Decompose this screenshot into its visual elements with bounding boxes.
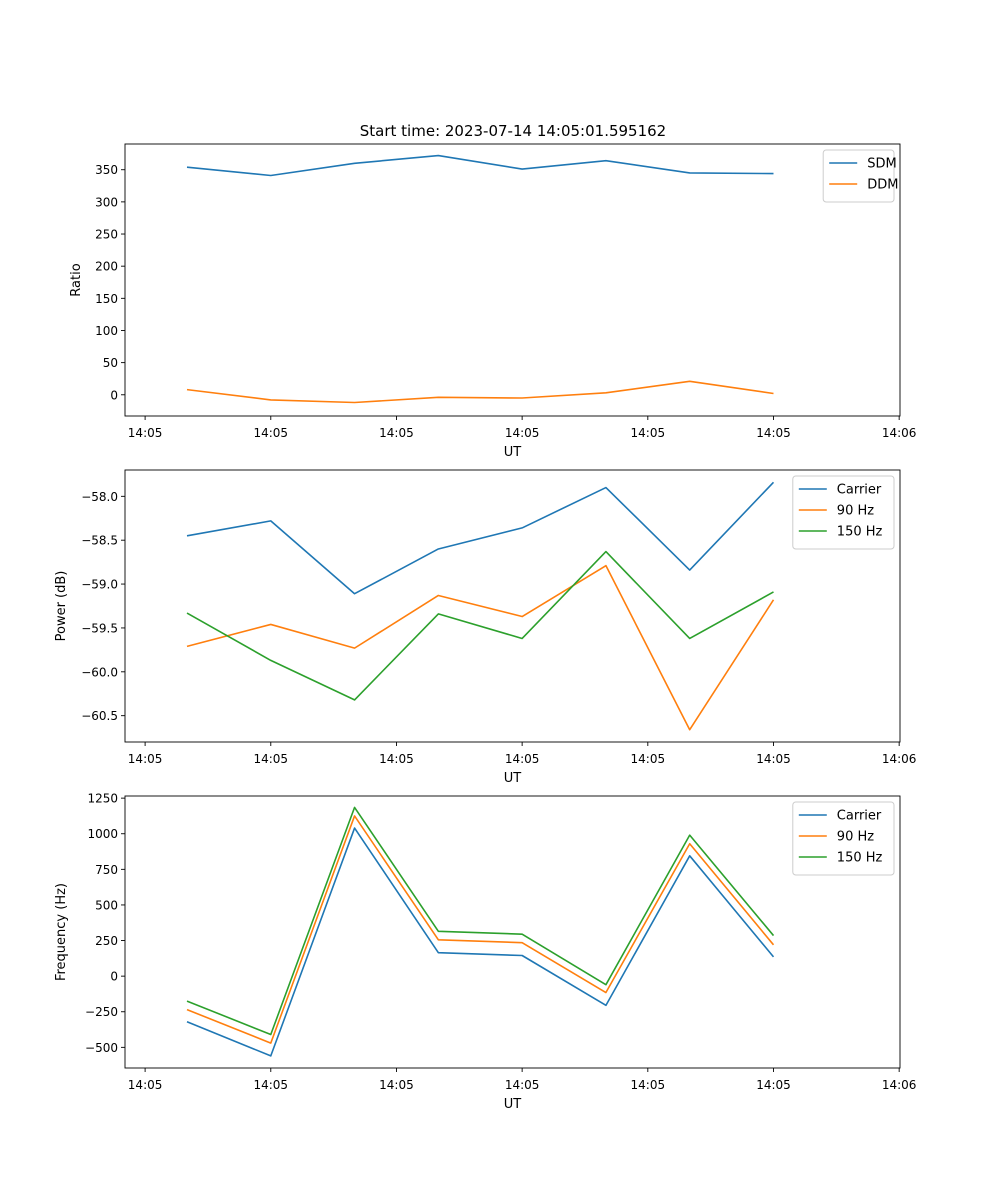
power-y-tick-label: −58.0 (81, 490, 118, 504)
ratio-series-line-sdm (186, 154, 774, 177)
power-axes-frame (124, 469, 901, 743)
ratio-legend-label: DDM (867, 178, 898, 193)
power-y-tick-label: −59.0 (81, 578, 118, 592)
power-y-tick-label: −60.0 (81, 665, 118, 679)
power-x-tick-label: 14:05 (128, 752, 163, 766)
frequency-y-tick-label: 1000 (87, 827, 118, 841)
power-x-tick-label: 14:06 (882, 752, 917, 766)
frequency-y-tick-label: 750 (95, 863, 118, 877)
power-x-tick-label: 14:05 (505, 752, 540, 766)
power-x-tick-label: 14:05 (379, 752, 414, 766)
ratio-x-tick-label: 14:05 (253, 426, 288, 440)
frequency-legend-label: 150 Hz (837, 851, 883, 866)
ratio-series-line-ddm (186, 380, 774, 404)
power-legend-label: 90 Hz (837, 504, 874, 519)
frequency-axes-frame (124, 795, 901, 1069)
power-x-tick-label: 14:05 (253, 752, 288, 766)
frequency-x-tick-label: 14:05 (128, 1078, 163, 1092)
ratio-x-tick-label: 14:05 (631, 426, 666, 440)
power-y-tick-label: −60.5 (81, 709, 118, 723)
ratio-y-tick-label: 50 (103, 356, 118, 370)
ratio-y-tick-label: 200 (95, 260, 118, 274)
frequency-series-line-150-hz (186, 806, 775, 1036)
frequency-x-tick-label: 14:05 (631, 1078, 666, 1092)
ratio-x-tick-label: 14:06 (882, 426, 917, 440)
power-series-line-carrier (186, 481, 775, 595)
power-series-line-90-hz (186, 564, 775, 731)
ratio-legend-label: SDM (867, 157, 896, 172)
power-y-axis-label: Power (dB) (54, 571, 69, 642)
ratio-y-tick-label: 350 (95, 163, 118, 177)
power-y-tick-label: −58.5 (81, 534, 118, 548)
frequency-series-line-carrier (186, 827, 775, 1057)
power-x-tick-label: 14:05 (756, 752, 791, 766)
ratio-x-tick-label: 14:05 (505, 426, 540, 440)
power-x-axis-label: UT (504, 771, 522, 786)
frequency-y-tick-label: −500 (85, 1041, 118, 1055)
ratio-axes: 14:05 14:05 14:05 14:05 14:05 14:05 14:06 0 50 10… (69, 143, 917, 460)
ratio-axes-frame (124, 143, 901, 417)
frequency-series-line-90-hz (186, 815, 775, 1044)
ratio-y-tick-label: 100 (95, 324, 118, 338)
ratio-y-tick-label: 250 (95, 228, 118, 242)
frequency-x-tick-label: 14:05 (505, 1078, 540, 1092)
power-legend-label: 150 Hz (837, 525, 883, 540)
frequency-y-tick-label: 1250 (87, 792, 118, 806)
power-legend-label: Carrier (837, 483, 882, 498)
frequency-x-tick-label: 14:05 (756, 1078, 791, 1092)
frequency-x-axis-label: UT (504, 1097, 522, 1112)
ratio-x-axis-label: UT (504, 445, 522, 460)
frequency-y-tick-label: 0 (110, 970, 118, 984)
ratio-x-tick-label: 14:05 (756, 426, 791, 440)
frequency-y-tick-label: 500 (95, 898, 118, 912)
ratio-y-axis-label: Ratio (69, 263, 84, 296)
power-series-line-150-hz (186, 550, 774, 701)
figure-title: Start time: 2023-07-14 14:05:01.595162 (360, 122, 666, 140)
frequency-legend-label: 90 Hz (837, 830, 874, 845)
ratio-y-tick-label: 0 (110, 388, 118, 402)
ratio-y-tick-label: 150 (95, 292, 118, 306)
frequency-x-tick-label: 14:05 (253, 1078, 288, 1092)
power-y-tick-label: −59.5 (81, 621, 118, 635)
frequency-x-tick-label: 14:05 (379, 1078, 414, 1092)
frequency-y-tick-label: 250 (95, 934, 118, 948)
frequency-axes: 14:05 14:05 14:05 14:05 14:05 14:05 14:06 1250 1… (54, 792, 916, 1112)
frequency-y-tick-label: −250 (85, 1005, 118, 1019)
ratio-x-tick-label: 14:05 (128, 426, 163, 440)
ratio-x-tick-label: 14:05 (379, 426, 414, 440)
ratio-y-tick-label: 300 (95, 195, 118, 209)
frequency-y-axis-label: Frequency (Hz) (54, 883, 69, 981)
frequency-legend-label: Carrier (837, 809, 882, 824)
power-axes: 14:05 14:05 14:05 14:05 14:05 14:05 14:06 −58.0… (54, 469, 917, 786)
power-x-tick-label: 14:05 (631, 752, 666, 766)
frequency-x-tick-label: 14:06 (882, 1078, 917, 1092)
